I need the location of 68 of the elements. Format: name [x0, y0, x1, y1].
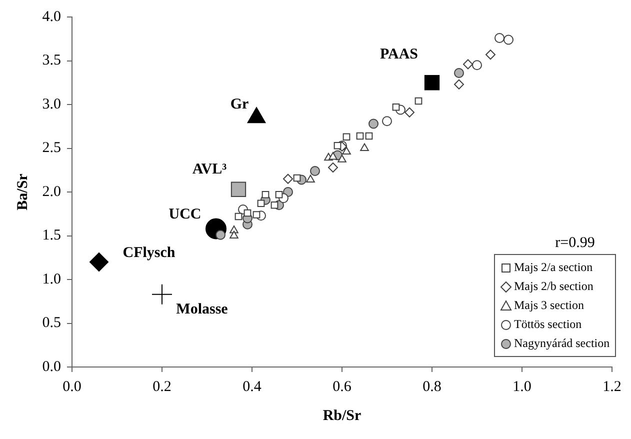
series-label: PAAS — [380, 46, 418, 62]
point — [152, 284, 172, 305]
point — [454, 79, 464, 90]
point — [328, 152, 338, 160]
point — [328, 162, 338, 172]
y-tick-label: 2.0 — [42, 184, 61, 200]
point — [365, 132, 373, 140]
point — [90, 252, 108, 272]
legend-label: Töttös section — [514, 316, 582, 333]
point — [257, 200, 265, 208]
series-label: UCC — [168, 206, 202, 223]
point — [283, 174, 293, 184]
legend-label: Majs 2/b section — [514, 278, 594, 295]
y-tick-label: 3.5 — [42, 52, 61, 69]
point — [244, 209, 252, 217]
point — [262, 190, 270, 198]
point — [230, 230, 238, 238]
point — [334, 142, 342, 150]
y-tick-label: 1.5 — [42, 228, 61, 244]
point — [252, 211, 260, 218]
point — [306, 174, 315, 182]
x-tick-label: 0.8 — [422, 378, 442, 395]
point — [275, 190, 283, 198]
point — [392, 103, 400, 111]
point — [342, 146, 351, 154]
x-tick-label: 0.6 — [332, 378, 352, 395]
y-tick-label: 0.0 — [42, 358, 61, 375]
point — [463, 59, 473, 70]
x-tick-label: 1.2 — [602, 378, 622, 395]
point — [414, 97, 422, 105]
legend-label: Majs 3 section — [514, 297, 584, 314]
y-axis-title: Ba/Sr — [14, 173, 31, 210]
y-tick-label: 2.5 — [42, 140, 61, 156]
point — [368, 118, 378, 129]
point — [494, 33, 504, 43]
x-tick-label: 1.0 — [512, 378, 532, 395]
point — [424, 75, 440, 90]
point — [472, 60, 482, 70]
point — [454, 68, 464, 78]
x-tick-label: 0.4 — [242, 378, 262, 395]
point — [486, 50, 496, 60]
x-axis-title: Rb/Sr — [322, 408, 362, 424]
x-tick-label: 0.0 — [62, 378, 82, 395]
y-tick-label: 1.0 — [42, 271, 61, 288]
point — [338, 154, 346, 162]
point — [504, 34, 514, 45]
x-tick-label: 0.2 — [152, 378, 172, 395]
point — [310, 166, 320, 176]
y-tick-label: 0.5 — [42, 315, 61, 332]
series-label: Gr — [230, 96, 250, 112]
point — [382, 116, 392, 126]
point — [270, 201, 278, 209]
point — [293, 174, 301, 182]
point — [342, 133, 350, 141]
legend-label: Nagynyárád section — [514, 335, 610, 352]
point — [356, 132, 364, 140]
series-label: CFlysch — [122, 244, 176, 261]
point — [404, 107, 414, 118]
legend-label: Majs 2/a section — [514, 259, 593, 276]
y-tick-label: 4.0 — [42, 8, 61, 25]
point — [216, 230, 226, 240]
y-tick-label: 3.0 — [42, 96, 61, 112]
series-label: AVL³ — [192, 161, 228, 178]
annotation: r=0.99 — [555, 234, 595, 251]
point — [234, 212, 242, 220]
point — [360, 143, 369, 151]
series-label: Molasse — [176, 301, 228, 318]
point — [230, 182, 246, 197]
